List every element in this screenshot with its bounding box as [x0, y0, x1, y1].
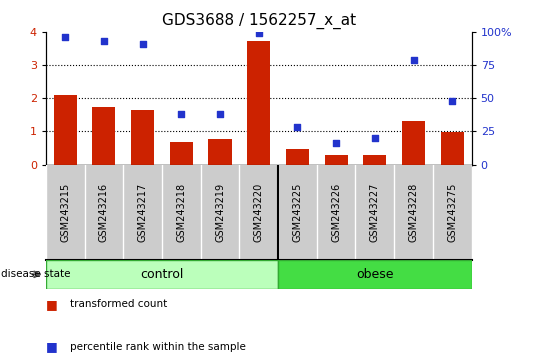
Bar	[441, 132, 464, 165]
Text: obese: obese	[356, 268, 393, 281]
Text: GSM243227: GSM243227	[370, 183, 380, 242]
Point	[448, 98, 457, 104]
Point	[370, 135, 379, 141]
Bar	[131, 110, 154, 165]
Point	[177, 111, 185, 117]
Text: GSM243218: GSM243218	[176, 183, 186, 242]
Text: GSM243220: GSM243220	[254, 183, 264, 242]
Bar	[46, 260, 278, 289]
Text: ■: ■	[46, 341, 58, 353]
Bar	[247, 41, 271, 165]
Bar	[92, 107, 115, 165]
Bar	[278, 260, 472, 289]
Point	[332, 141, 341, 146]
Bar	[209, 139, 232, 165]
Point	[216, 111, 224, 117]
Bar	[363, 155, 386, 165]
Point	[293, 125, 302, 130]
Text: percentile rank within the sample: percentile rank within the sample	[70, 342, 246, 352]
Point	[409, 57, 418, 63]
Text: disease state: disease state	[1, 269, 71, 279]
Bar	[53, 95, 77, 165]
Bar	[286, 149, 309, 165]
Text: GSM243215: GSM243215	[60, 183, 70, 242]
Point	[61, 34, 70, 40]
Point	[100, 38, 108, 44]
Text: transformed count: transformed count	[70, 299, 167, 309]
Point	[254, 30, 263, 36]
Title: GDS3688 / 1562257_x_at: GDS3688 / 1562257_x_at	[162, 13, 356, 29]
Text: GSM243219: GSM243219	[215, 183, 225, 242]
Text: GSM243275: GSM243275	[447, 183, 457, 242]
Text: GSM243228: GSM243228	[409, 183, 419, 242]
Text: GSM243216: GSM243216	[99, 183, 109, 242]
Text: GSM243217: GSM243217	[137, 183, 148, 242]
Text: GSM243225: GSM243225	[293, 183, 302, 242]
Bar	[324, 155, 348, 165]
Text: GSM243226: GSM243226	[331, 183, 341, 242]
Bar	[402, 121, 425, 165]
Bar	[170, 142, 193, 165]
Text: ■: ■	[46, 298, 58, 311]
Text: control: control	[140, 268, 184, 281]
Point	[139, 41, 147, 47]
